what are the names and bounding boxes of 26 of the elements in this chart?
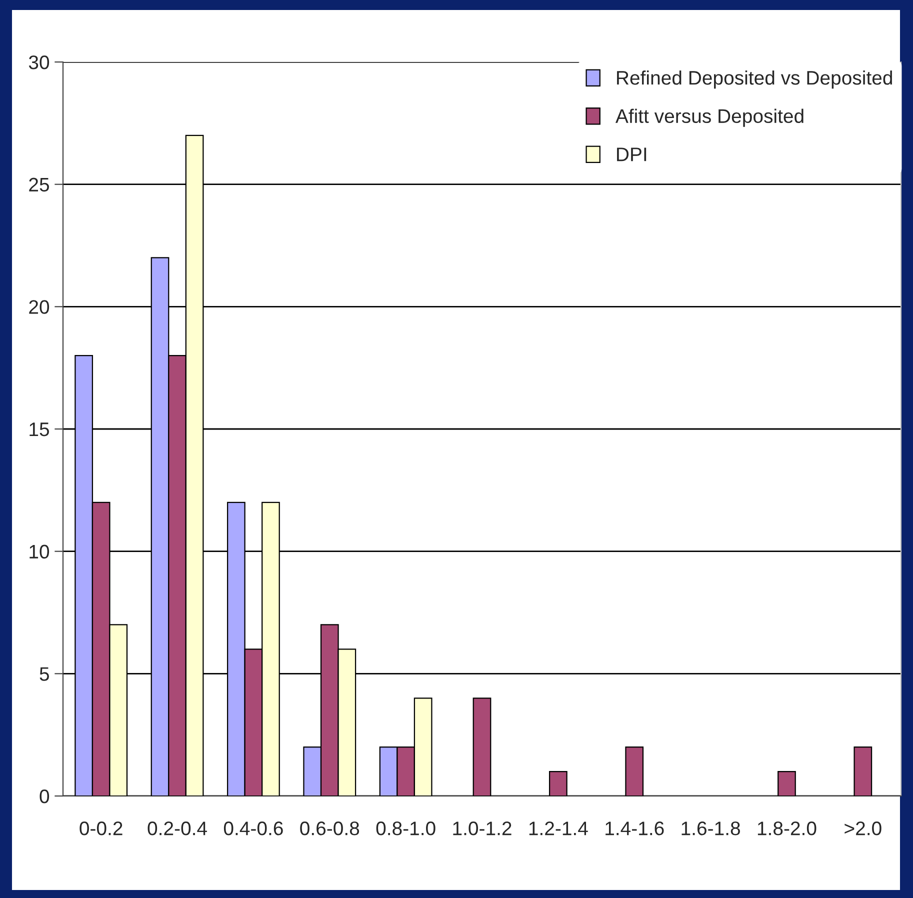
x-tick-label: 0.6-0.8 — [300, 822, 360, 836]
y-tick-label: 15 — [30, 422, 49, 436]
x-tick-label: 0.2-0.4 — [148, 822, 207, 836]
legend-label: Afitt versus Deposited — [615, 108, 804, 127]
bar — [854, 746, 872, 796]
y-tick-label: 0 — [40, 789, 50, 804]
y-tick-label: 20 — [29, 300, 50, 314]
bar — [472, 698, 492, 796]
y-tick-label: 25 — [29, 178, 49, 192]
y-tick-label: 5 — [40, 667, 49, 681]
y-tick-label: 10 — [30, 544, 50, 559]
x-tick-label: 1.6-1.8 — [682, 822, 740, 836]
bar — [548, 770, 568, 796]
y-tick-label: 30 — [28, 55, 50, 70]
bar — [625, 746, 644, 796]
bar — [778, 770, 796, 796]
x-tick-label: 0.4-0.6 — [224, 822, 283, 836]
x-tick-label: 1.8-2.0 — [758, 822, 816, 836]
x-tick-label: 1.2-1.4 — [529, 822, 588, 836]
legend-label: Refined Deposited vs Deposited — [617, 70, 892, 89]
x-tick-label: 1.0-1.2 — [453, 822, 512, 836]
x-tick-label: >2.0 — [844, 822, 882, 836]
x-tick-label: 0-0.2 — [80, 822, 122, 836]
x-tick-label: 1.4-1.6 — [606, 822, 664, 836]
x-tick-label: 0.8-1.0 — [376, 822, 436, 836]
legend-label: DPI — [617, 148, 646, 162]
